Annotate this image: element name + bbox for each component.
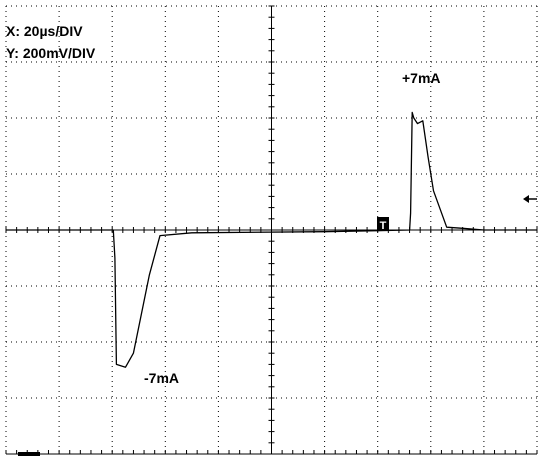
waveform-trace (6, 111, 537, 368)
trigger-marker: T (377, 217, 389, 232)
trigger-marker-label: T (380, 220, 387, 232)
positive-current-annotation: +7mA (402, 70, 441, 86)
trigger-level-arrow-icon (523, 195, 537, 203)
ground-marker (18, 452, 40, 456)
x-scale-label: X: 20µs/DIV (6, 23, 83, 39)
y-scale-label: Y: 200mV/DIV (6, 45, 96, 61)
negative-current-annotation: -7mA (144, 370, 180, 386)
